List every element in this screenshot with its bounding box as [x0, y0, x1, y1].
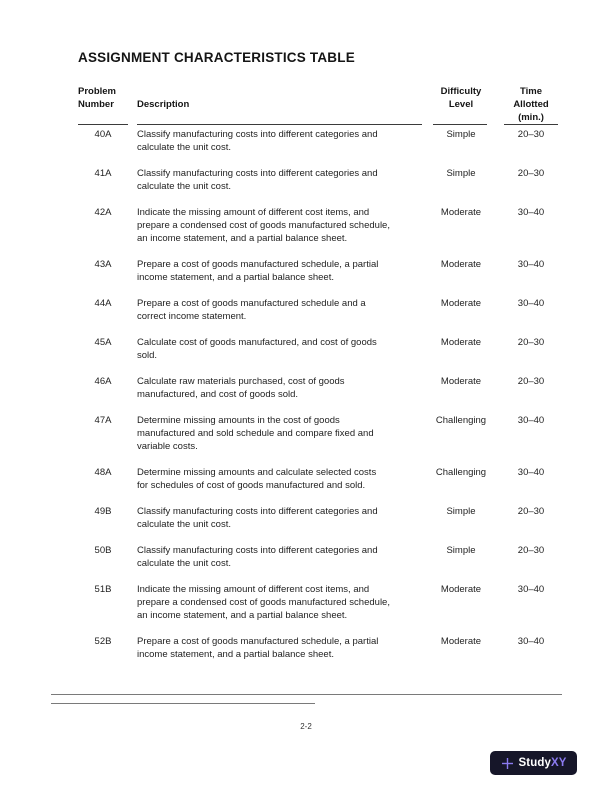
logo-text-study: Study	[518, 757, 551, 769]
studyxy-logo-badge: StudyXY	[490, 751, 577, 775]
problem-number-cell: 43A	[94, 259, 112, 270]
problem-number-cell: 49B	[94, 506, 112, 517]
plus-icon	[501, 757, 514, 770]
table-header: Problem Number Description Difficulty Le…	[0, 85, 612, 126]
problem-number-cell: 47A	[94, 415, 112, 426]
description-cell: Classify manufacturing costs into differ…	[137, 506, 378, 530]
difficulty-level-cell: Moderate	[440, 259, 482, 270]
table-row: 50B Classify manufacturing costs into dif…	[0, 544, 612, 570]
time-allotted-cell: 30–40	[517, 298, 545, 309]
problem-number-cell: 40A	[94, 129, 112, 140]
description-cell: Calculate raw materials purchased, cost …	[137, 376, 345, 400]
time-allotted-cell: 30–40	[517, 584, 545, 595]
problem-number-cell: 45A	[94, 337, 112, 348]
time-allotted-cell: 20–30	[517, 506, 545, 517]
difficulty-level-cell: Challenging	[435, 467, 487, 478]
column-header-difficulty-level: Difficulty Level	[440, 86, 482, 110]
problem-number-cell: 48A	[94, 467, 112, 478]
description-cell: Prepare a cost of goods manufactured sch…	[137, 259, 379, 283]
header-rule-problem	[78, 124, 128, 126]
time-allotted-cell: 20–30	[517, 129, 545, 140]
table-row: 47A Determine missing amounts in the cost…	[0, 414, 612, 453]
difficulty-level-cell: Challenging	[435, 415, 487, 426]
header-rule-time	[504, 124, 558, 126]
difficulty-level-cell: Simple	[446, 545, 476, 556]
time-allotted-cell: 30–40	[517, 415, 545, 426]
table-row: 52B Prepare a cost of goods manufactured …	[0, 635, 612, 661]
problem-number-cell: 52B	[94, 636, 112, 647]
problem-number-cell: 46A	[94, 376, 112, 387]
table-row: 41A Classify manufacturing costs into dif…	[0, 167, 612, 193]
column-header-description: Description	[137, 99, 190, 110]
page-number: 2-2	[300, 722, 312, 731]
table-row: 45A Calculate cost of goods manufactured,…	[0, 336, 612, 362]
difficulty-level-cell: Moderate	[440, 298, 482, 309]
time-allotted-cell: 30–40	[517, 207, 545, 218]
description-cell: Classify manufacturing costs into differ…	[137, 168, 378, 192]
description-cell: Calculate cost of goods manufactured, an…	[137, 337, 377, 361]
footer-divider-long	[51, 694, 562, 696]
time-allotted-cell: 30–40	[517, 636, 545, 647]
logo-wordmark: StudyXY	[519, 757, 567, 769]
time-allotted-cell: 20–30	[517, 545, 545, 556]
table-row: 49B Classify manufacturing costs into dif…	[0, 505, 612, 531]
time-allotted-cell: 30–40	[517, 259, 545, 270]
problem-number-cell: 44A	[94, 298, 112, 309]
problem-number-cell: 51B	[94, 584, 112, 595]
description-cell: Indicate the missing amount of different…	[137, 207, 390, 244]
table-row: 42A Indicate the missing amount of differ…	[0, 206, 612, 245]
table-row: 43A Prepare a cost of goods manufactured …	[0, 258, 612, 284]
difficulty-level-cell: Moderate	[440, 337, 482, 348]
logo-text-xy: XY	[550, 757, 567, 769]
problem-number-cell: 42A	[94, 207, 112, 218]
table-row: 46A Calculate raw materials purchased, co…	[0, 375, 612, 401]
difficulty-level-cell: Moderate	[440, 584, 482, 595]
difficulty-level-cell: Moderate	[440, 376, 482, 387]
footer-divider-short	[51, 703, 315, 705]
time-allotted-cell: 30–40	[517, 467, 545, 478]
header-rule-description	[137, 124, 422, 126]
problem-number-cell: 50B	[94, 545, 112, 556]
description-cell: Classify manufacturing costs into differ…	[137, 545, 378, 569]
table-row: 40A Classify manufacturing costs into dif…	[0, 128, 612, 154]
time-allotted-cell: 20–30	[517, 337, 545, 348]
header-rule-difficulty	[433, 124, 487, 126]
description-cell: Determine missing amounts in the cost of…	[137, 415, 374, 452]
column-header-problem-number: Problem Number	[78, 86, 117, 110]
difficulty-level-cell: Simple	[446, 168, 476, 179]
description-cell: Indicate the missing amount of different…	[137, 584, 390, 621]
column-header-time-allotted: Time Allotted (min.)	[513, 86, 549, 123]
difficulty-level-cell: Moderate	[440, 636, 482, 647]
description-cell: Prepare a cost of goods manufactured sch…	[137, 636, 379, 660]
page-title: ASSIGNMENT CHARACTERISTICS TABLE	[78, 50, 355, 65]
description-cell: Classify manufacturing costs into differ…	[137, 129, 378, 153]
description-cell: Prepare a cost of goods manufactured sch…	[137, 298, 366, 322]
table-row: 51B Indicate the missing amount of differ…	[0, 583, 612, 622]
problem-number-cell: 41A	[94, 168, 112, 179]
time-allotted-cell: 20–30	[517, 168, 545, 179]
difficulty-level-cell: Simple	[446, 129, 476, 140]
time-allotted-cell: 20–30	[517, 376, 545, 387]
table-row: 48A Determine missing amounts and calcula…	[0, 466, 612, 492]
table-body: 40A Classify manufacturing costs into dif…	[0, 128, 612, 674]
difficulty-level-cell: Moderate	[440, 207, 482, 218]
difficulty-level-cell: Simple	[446, 506, 476, 517]
table-row: 44A Prepare a cost of goods manufactured …	[0, 297, 612, 323]
description-cell: Determine missing amounts and calculate …	[137, 467, 377, 491]
